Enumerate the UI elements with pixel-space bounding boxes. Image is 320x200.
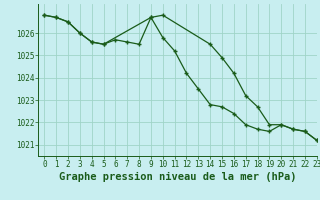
X-axis label: Graphe pression niveau de la mer (hPa): Graphe pression niveau de la mer (hPa) xyxy=(59,172,296,182)
